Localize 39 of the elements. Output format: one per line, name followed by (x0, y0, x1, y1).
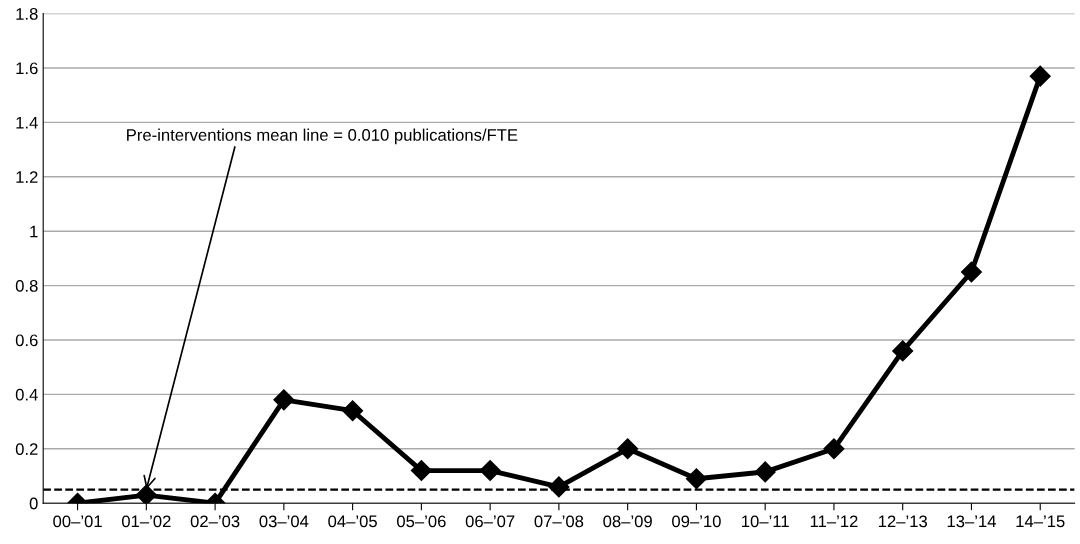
x-tick-label: 08–’09 (603, 515, 652, 528)
point (410, 460, 432, 482)
y-tick-label: 0 (29, 497, 38, 510)
y-tick-label: 0.2 (15, 443, 38, 455)
point (960, 261, 982, 283)
x-tick-label: 06–’07 (465, 515, 515, 528)
point (342, 400, 364, 422)
point (754, 461, 776, 483)
x-tick-label: 05–’06 (397, 515, 446, 528)
point (823, 438, 845, 460)
point (273, 389, 295, 411)
x-tick-label: 04–’05 (328, 515, 377, 528)
point (548, 476, 570, 498)
y-tick-label: 0.4 (15, 388, 38, 401)
point (617, 438, 639, 460)
x-tick-label: 00–’01 (53, 515, 102, 528)
x-tick-label: 11–’12 (810, 515, 858, 528)
y-tick-label: 1.6 (16, 62, 38, 75)
point (135, 484, 157, 504)
y-tick-label: 1 (30, 225, 38, 238)
x-tick-label: 03–’04 (259, 515, 309, 528)
x-tick-label: 09–’10 (672, 515, 721, 528)
x-tick-label: 10–’11 (742, 515, 789, 528)
x-tick-label: 01–’02 (121, 515, 171, 528)
point (685, 468, 707, 490)
x-tick-label: 02–’03 (190, 515, 240, 528)
y-tick-label: 1.8 (16, 8, 38, 20)
point (479, 460, 501, 482)
y-tick-label: 0.8 (15, 280, 38, 292)
point (1029, 65, 1051, 87)
y-tick-label: 0.6 (15, 334, 38, 347)
point (892, 340, 914, 362)
annotation: Pre-interventions mean line = 0.010 publications/FTE (127, 128, 518, 145)
x-tick-label: 07–’08 (534, 515, 584, 528)
y-tick-label: 1.2 (16, 171, 38, 183)
x-tick-label: 13–’14 (947, 515, 996, 528)
y-tick-label: 1.4 (16, 116, 38, 129)
x-tick-label: 14–’15 (1016, 515, 1065, 528)
x-tick-label: 12–’13 (878, 515, 927, 528)
